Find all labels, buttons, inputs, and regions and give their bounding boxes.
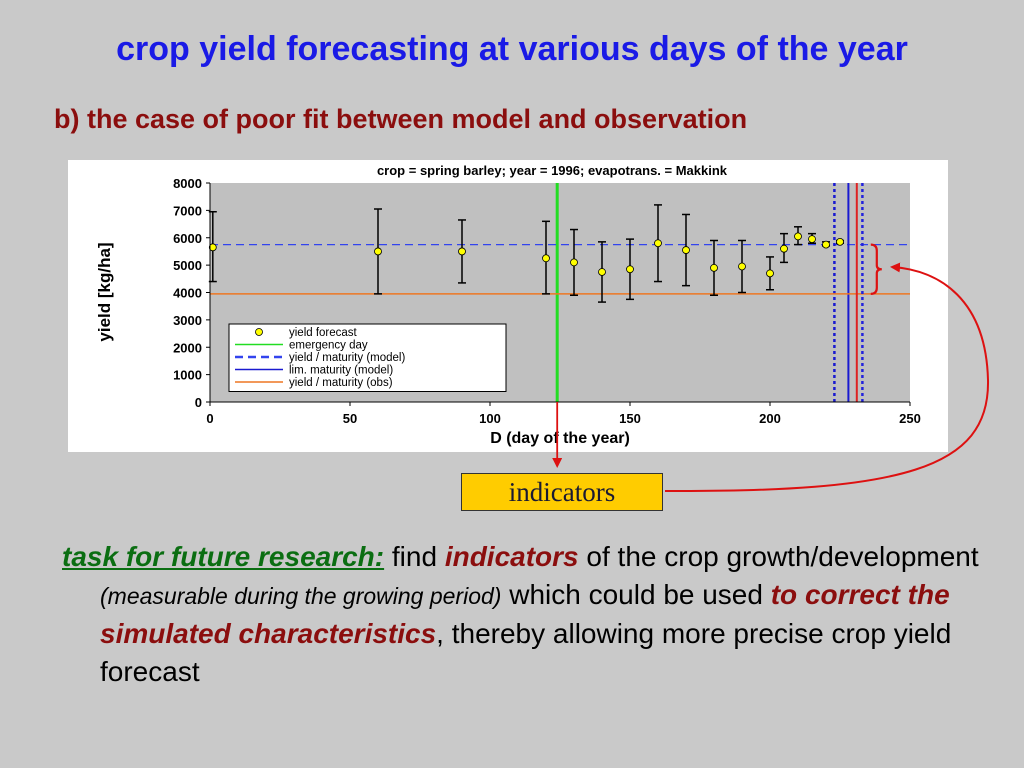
y-tick-label-6: 6000: [173, 231, 202, 246]
x-tick-label-2: 100: [479, 411, 501, 426]
slide-subtitle: b) the case of poor fit between model an…: [54, 104, 748, 134]
body-text-1: find: [384, 541, 445, 572]
forecast-point-1: [374, 247, 382, 256]
forecast-point-15: [822, 240, 830, 249]
brace: [870, 243, 882, 295]
body-lead: task for future research:: [62, 541, 385, 572]
legend-label-0: yield forecast: [289, 327, 358, 339]
slide-title: crop yield forecasting at various days o…: [116, 30, 908, 68]
x-tick-label-5: 250: [899, 411, 921, 426]
y-tick-label-3: 3000: [173, 313, 202, 328]
body-text-3: which could be used: [501, 579, 771, 610]
legend-label-3: lim. maturity (model): [289, 365, 393, 377]
indicators-box: indicators: [461, 473, 663, 511]
y-tick-label-0: 0: [195, 395, 202, 410]
forecast-point-14: [808, 235, 816, 244]
forecast-points: [208, 204, 844, 303]
forecast-point-11: [766, 269, 774, 278]
body-emphasis-indicators: indicators: [444, 541, 579, 572]
forecast-point-5: [598, 268, 606, 276]
forecast-point-16: [836, 237, 844, 246]
y-tick-label-1: 1000: [173, 368, 202, 383]
legend-label-1: emergency day: [289, 340, 368, 352]
chart-title: crop = spring barley; year = 1996; evapo…: [377, 163, 728, 178]
body-emphasis-correct: to correct the simulated characteristics: [100, 579, 950, 649]
y-tick-label-7: 7000: [173, 203, 202, 218]
x-tick-label-3: 150: [619, 411, 641, 426]
axes: 0 50 100 150 200 250 0 1000 2000 3000 4000 5000 6000…: [173, 176, 921, 426]
forecast-point-8: [682, 246, 690, 254]
legend-label-4: yield / maturity (obs): [289, 377, 393, 389]
forecast-point-4: [570, 258, 578, 267]
forecast-point-9: [710, 263, 718, 272]
forecast-point-10: [738, 262, 746, 271]
legend-swatch-0: [255, 328, 263, 336]
forecast-point-12: [780, 244, 788, 253]
forecast-point-13: [794, 232, 802, 241]
x-tick-label-4: 200: [759, 411, 781, 426]
forecast-point-0: [208, 243, 217, 252]
forecast-point-6: [626, 265, 634, 274]
forecast-point-3: [542, 254, 550, 263]
y-axis-label: yield [kg/ha]: [95, 242, 114, 341]
reference-lines: [210, 183, 910, 402]
y-tick-label-5: 5000: [173, 258, 202, 273]
x-tick-label-1: 50: [343, 411, 357, 426]
annotations: [552, 243, 990, 493]
body-text: task for future research: find indicator…: [62, 538, 1020, 691]
y-tick-label-4: 4000: [173, 286, 202, 301]
y-tick-label-8: 8000: [173, 176, 202, 191]
forecast-point-2: [458, 247, 466, 256]
body-parenthetical: (measurable during the growing period): [100, 583, 502, 609]
body-text-4: , thereby allowing more precise crop yie…: [100, 618, 952, 687]
forecast-point-7: [654, 239, 662, 248]
x-axis-label: D (day of the year): [490, 430, 630, 447]
x-tick-label-0: 0: [206, 411, 213, 426]
legend-label-2: yield / maturity (model): [289, 352, 405, 364]
y-tick-label-2: 2000: [173, 340, 202, 355]
body-text-2: of the crop growth/development: [578, 541, 979, 572]
arrow-to-brace: [664, 262, 990, 493]
